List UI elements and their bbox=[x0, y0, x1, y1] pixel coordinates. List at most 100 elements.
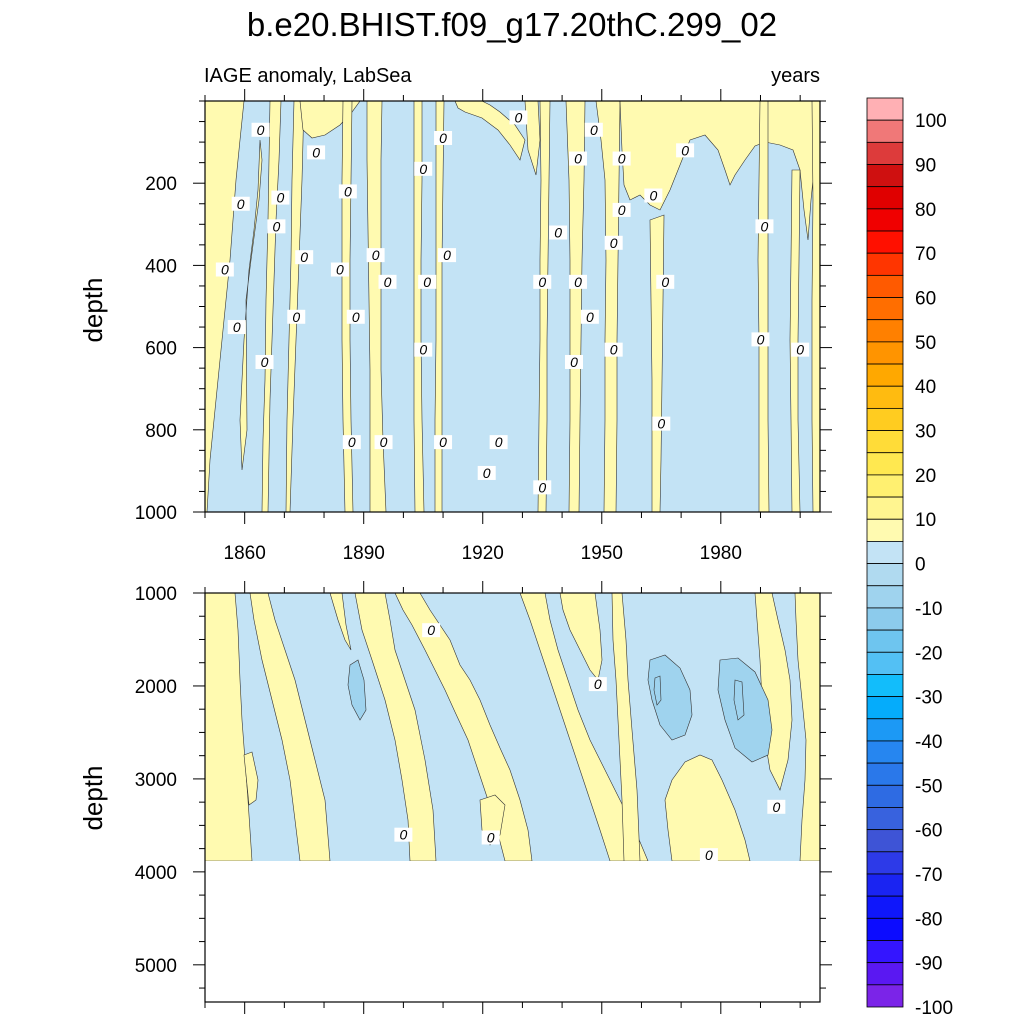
colorbar-box bbox=[866, 651, 904, 675]
colorbar-label: -40 bbox=[915, 732, 942, 753]
contour-label: 0 bbox=[565, 354, 583, 370]
contour-label-text: 0 bbox=[233, 319, 241, 335]
contour-label-box bbox=[580, 309, 599, 324]
contour-label-text: 0 bbox=[649, 188, 657, 204]
contour-label-box bbox=[644, 188, 663, 203]
contour-label: 0 bbox=[422, 622, 441, 638]
contour-label: 0 bbox=[477, 465, 496, 481]
contour-label: 0 bbox=[434, 130, 453, 146]
colorbar-label: -10 bbox=[915, 599, 942, 620]
colorbar-box bbox=[866, 141, 904, 165]
contour-label-box bbox=[414, 161, 433, 176]
contour-label-box bbox=[215, 262, 234, 277]
contour-label: 0 bbox=[612, 151, 631, 167]
contour-label-text: 0 bbox=[618, 202, 626, 218]
contour-label-box bbox=[231, 196, 250, 211]
contour-label-box bbox=[414, 342, 433, 357]
y-tick-label: 5000 bbox=[135, 956, 177, 977]
colorbar-box bbox=[866, 563, 904, 587]
contour-label: 0 bbox=[287, 309, 306, 325]
contour-label-text: 0 bbox=[515, 109, 523, 125]
colorbar-label: -80 bbox=[915, 909, 942, 930]
y-tick-label: 200 bbox=[145, 174, 177, 195]
colorbar-box bbox=[866, 208, 904, 232]
lower-yellow-band bbox=[754, 592, 793, 791]
colorbar-box bbox=[866, 97, 904, 121]
y-tick-label: 600 bbox=[145, 339, 177, 360]
contour-label-text: 0 bbox=[705, 847, 713, 863]
colorbar-box bbox=[866, 895, 904, 919]
contour-label: 0 bbox=[374, 434, 393, 450]
upper-yellow-band bbox=[454, 100, 526, 161]
contour-label-box bbox=[251, 122, 270, 137]
colorbar-box bbox=[866, 940, 904, 964]
contour-label: 0 bbox=[434, 434, 453, 450]
contour-label-text: 0 bbox=[570, 354, 578, 370]
contour-label-box bbox=[394, 827, 413, 842]
contour-label-text: 0 bbox=[538, 479, 546, 495]
lower-ytick-labels: 1000 2000 3000 4000 5000 bbox=[135, 584, 177, 977]
contour-label-text: 0 bbox=[276, 190, 284, 206]
contour-label: 0 bbox=[604, 342, 623, 358]
contour-label-box bbox=[374, 435, 393, 450]
colorbar-label: 20 bbox=[915, 466, 936, 487]
contour-label: 0 bbox=[549, 225, 568, 241]
contour-label-box bbox=[330, 262, 349, 277]
contour-label-text: 0 bbox=[427, 622, 435, 638]
contour-label-box bbox=[652, 416, 671, 431]
colorbar-box bbox=[866, 984, 904, 1008]
contour-label-text: 0 bbox=[618, 151, 626, 167]
contour-label-box bbox=[342, 435, 361, 450]
colorbar-label: -20 bbox=[915, 643, 942, 664]
contour-label: 0 bbox=[255, 354, 274, 370]
contour-label: 0 bbox=[644, 188, 663, 204]
contour-label-box bbox=[588, 677, 607, 692]
contour-label-box bbox=[418, 274, 437, 289]
colorbar-box bbox=[866, 341, 904, 365]
lower-yellow-band bbox=[664, 754, 751, 862]
contour-label: 0 bbox=[366, 247, 385, 263]
contour-label: 0 bbox=[652, 416, 671, 432]
contour-label: 0 bbox=[584, 122, 603, 138]
contour-label-text: 0 bbox=[237, 196, 245, 212]
contour-label: 0 bbox=[580, 309, 599, 325]
contour-label: 0 bbox=[338, 183, 357, 199]
contour-label-text: 0 bbox=[348, 434, 356, 450]
right-string: years bbox=[771, 65, 820, 87]
contour-label-box bbox=[604, 342, 623, 357]
contour-label: 0 bbox=[394, 827, 413, 843]
contour-label-text: 0 bbox=[399, 827, 407, 843]
colorbar-label: 70 bbox=[915, 244, 936, 265]
contour-label-text: 0 bbox=[586, 309, 594, 325]
contour-label-text: 0 bbox=[372, 247, 380, 263]
left-string: IAGE anomaly, LabSea bbox=[204, 65, 412, 87]
colorbar-box bbox=[866, 430, 904, 454]
contour-label: 0 bbox=[612, 202, 631, 218]
colorbar-box bbox=[866, 541, 904, 564]
contour-label: 0 bbox=[330, 262, 349, 278]
contour-label: 0 bbox=[509, 109, 528, 125]
colorbar-label: 50 bbox=[915, 333, 936, 354]
upper-yellow-band bbox=[757, 100, 770, 513]
contour-label: 0 bbox=[295, 249, 314, 265]
colorbar-box bbox=[866, 164, 904, 188]
contour-label: 0 bbox=[568, 151, 587, 167]
colorbar-label: -90 bbox=[915, 954, 942, 975]
contour-label-box bbox=[366, 248, 385, 263]
contour-label: 0 bbox=[481, 829, 500, 845]
x-tick-label: 1950 bbox=[581, 543, 623, 564]
colorbar-box bbox=[866, 762, 904, 786]
colorbar-box bbox=[866, 829, 904, 853]
colorbar-box bbox=[866, 252, 904, 276]
lower-contour-labels: 0 0 0 0 0 0 bbox=[394, 622, 786, 863]
colorbar-label: 100 bbox=[915, 111, 947, 132]
colorbar-label: 60 bbox=[915, 289, 936, 310]
y-tick-label: 3000 bbox=[135, 770, 177, 791]
upper-panel-background bbox=[205, 101, 820, 512]
contour-label-box bbox=[565, 354, 583, 369]
lower-ylabel: depth bbox=[78, 765, 108, 830]
contour-label-box bbox=[676, 143, 695, 158]
colorbar-box bbox=[866, 230, 904, 254]
contour-label-text: 0 bbox=[554, 225, 562, 241]
